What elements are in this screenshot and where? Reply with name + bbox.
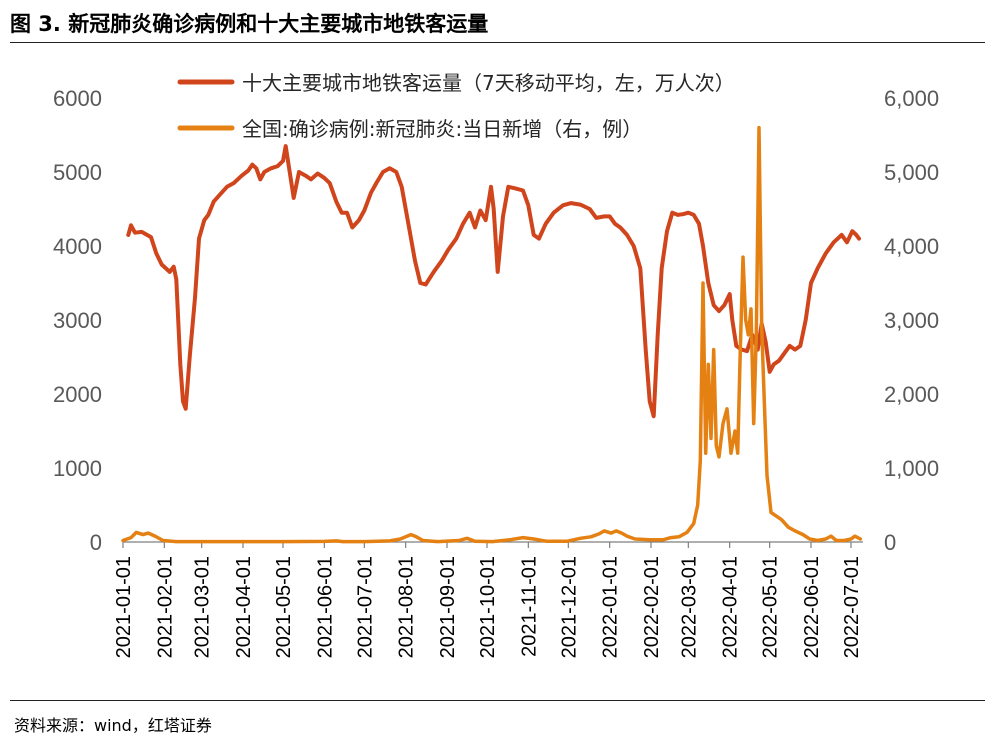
figure-title: 图 3. 新冠肺炎确诊病例和十大主要城市地铁客运量 bbox=[10, 12, 489, 36]
x-tick-label: 2021-06-01 bbox=[314, 556, 336, 658]
y-right-tick-label: 4,000 bbox=[884, 234, 939, 259]
right-y-axis: 0 1,000 2,000 3,000 4,000 5,000 6,000 bbox=[884, 86, 939, 555]
x-tick-label: 2021-08-01 bbox=[396, 556, 418, 658]
series-metro-ridership-line bbox=[126, 144, 861, 419]
x-tick-label: 2021-07-01 bbox=[354, 556, 376, 658]
x-tick-label: 2021-09-01 bbox=[437, 556, 459, 658]
x-tick-label: 2021-10-01 bbox=[477, 556, 499, 658]
legend-label-cases: 全国:确诊病例:新冠肺炎:当日新增（右，例） bbox=[242, 117, 642, 141]
series-new-cases-line bbox=[121, 125, 863, 544]
source-rule bbox=[10, 700, 985, 701]
x-axis: 2021-01-01 2021-02-01 2021-03-01 2021-04-01… bbox=[113, 542, 863, 658]
x-tick-label: 2021-11-01 bbox=[518, 556, 540, 657]
chart: 0 1000 2000 3000 4000 5000 6000 0 1,000 2,000 3,0… bbox=[53, 71, 939, 658]
x-tick-label: 2021-03-01 bbox=[192, 556, 214, 658]
source-note: 资料来源：wind，红塔证券 bbox=[14, 716, 212, 735]
y-right-tick-label: 2,000 bbox=[884, 382, 939, 407]
x-tick-label: 2022-07-01 bbox=[841, 556, 863, 658]
y-right-tick-label: 1,000 bbox=[884, 456, 939, 481]
x-tick-label: 2022-05-01 bbox=[760, 556, 782, 658]
legend-label-metro: 十大主要城市地铁客运量（7天移动平均，左，万人次） bbox=[242, 71, 735, 95]
x-tick-label: 2022-02-01 bbox=[641, 556, 663, 658]
y-left-tick-label: 4000 bbox=[53, 234, 102, 259]
y-left-tick-label: 2000 bbox=[53, 382, 102, 407]
x-tick-label: 2021-12-01 bbox=[558, 556, 580, 658]
y-right-tick-label: 5,000 bbox=[884, 160, 939, 185]
y-left-tick-label: 6000 bbox=[53, 86, 102, 111]
series-layer bbox=[121, 125, 863, 544]
x-tick-label: 2022-04-01 bbox=[720, 556, 742, 658]
y-left-tick-label: 1000 bbox=[53, 456, 102, 481]
y-right-tick-label: 0 bbox=[884, 530, 896, 555]
x-tick-label: 2021-02-01 bbox=[154, 556, 176, 658]
x-tick-label: 2022-01-01 bbox=[600, 556, 622, 658]
x-tick-label: 2022-06-01 bbox=[801, 556, 823, 658]
left-y-axis: 0 1000 2000 3000 4000 5000 6000 bbox=[53, 86, 102, 555]
x-tick-label: 2022-03-01 bbox=[678, 556, 700, 658]
y-right-tick-label: 6,000 bbox=[884, 86, 939, 111]
x-tick-label: 2021-04-01 bbox=[233, 556, 255, 658]
y-left-tick-label: 3000 bbox=[53, 308, 102, 333]
title-rule bbox=[10, 42, 985, 43]
x-tick-label: 2021-05-01 bbox=[273, 556, 295, 658]
x-tick-label: 2021-01-01 bbox=[113, 556, 135, 658]
y-left-tick-label: 0 bbox=[90, 530, 102, 555]
y-left-tick-label: 5000 bbox=[53, 160, 102, 185]
legend: 十大主要城市地铁客运量（7天移动平均，左，万人次） 全国:确诊病例:新冠肺炎:当… bbox=[177, 71, 735, 141]
y-right-tick-label: 3,000 bbox=[884, 308, 939, 333]
